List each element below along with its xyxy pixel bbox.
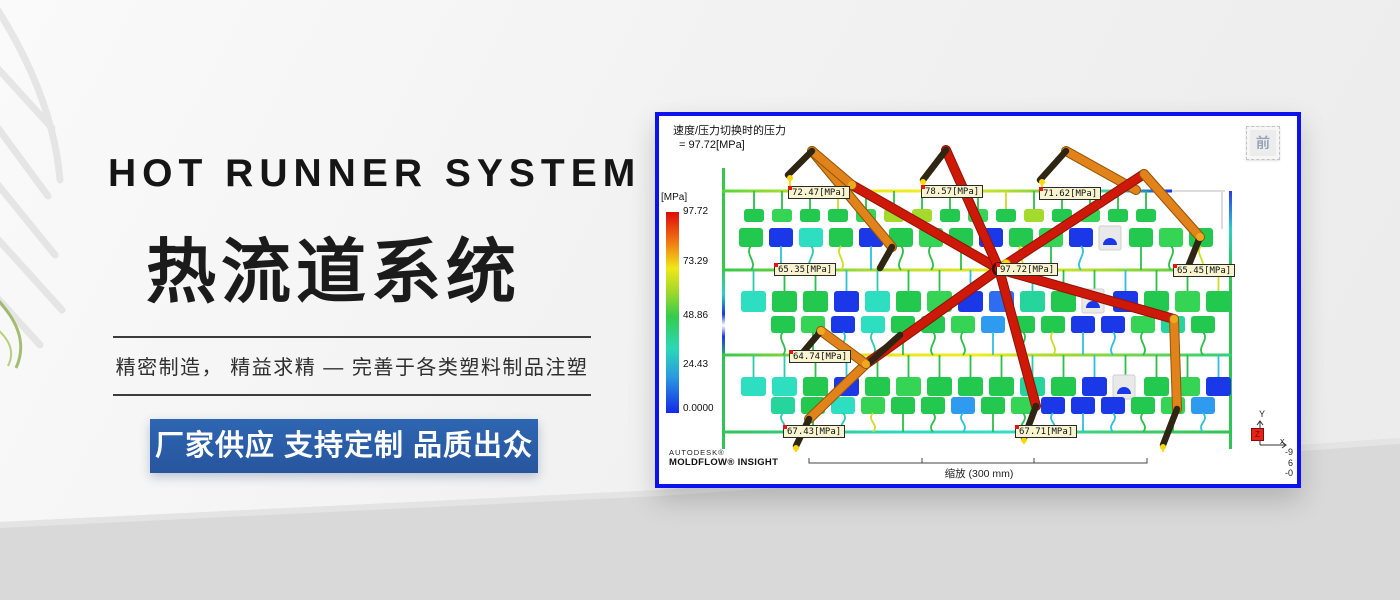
pressure-label: 78.57[MPa]: [921, 185, 984, 198]
pressure-label: 97.72[MPa]: [996, 263, 1059, 276]
moldflow-logo-text: MOLDFLOW® INSIGHT: [669, 457, 779, 468]
pressure-label: 72.47[MPa]: [788, 186, 851, 199]
legend-tick: 24.43: [683, 359, 709, 370]
legend-tick: 97.72: [683, 206, 709, 217]
cta-button[interactable]: 厂家供应 支持定制 品质出众: [150, 419, 538, 473]
moldflow-window: 速度/压力切换时的压力 = 97.72[MPa] 前 [MPa] 97.72 7…: [655, 112, 1301, 488]
result-title: 速度/压力切换时的压力 = 97.72[MPa]: [673, 124, 786, 152]
legend-tick: 73.29: [683, 256, 709, 267]
pressure-label: 67.43[MPa]: [783, 425, 846, 438]
legend-colorbar: [666, 212, 679, 413]
axis-y-label: Y: [1259, 409, 1266, 419]
scale-bar-label: 缩放 (300 mm): [944, 468, 1014, 480]
axis-z-indicator: Z: [1251, 428, 1264, 441]
legend-unit: [MPa]: [661, 192, 688, 203]
floor-edge-highlight: [0, 438, 1400, 528]
pressure-label: 65.45[MPa]: [1173, 264, 1236, 277]
axis-tick-numbers: -9 6 -0: [1271, 447, 1293, 479]
result-title-line1: 速度/压力切换时的压力: [673, 125, 787, 137]
pressure-label: 67.71[MPa]: [1015, 425, 1078, 438]
autodesk-logo-text: AUTODESK®: [669, 448, 725, 457]
hero-title-zh: 热流道系统: [146, 233, 521, 311]
pressure-label: 64.74[MPa]: [789, 350, 852, 363]
pressure-label: 65.35[MPa]: [774, 263, 837, 276]
hero-title-en: HOT RUNNER SYSTEM: [108, 152, 642, 195]
leaf-shadow-top-left: [0, 6, 66, 349]
autodesk-moldflow-logo: AUTODESK® MOLDFLOW® INSIGHT: [669, 448, 778, 468]
axis-tick: -9: [1284, 447, 1293, 457]
view-front-button[interactable]: 前: [1246, 126, 1280, 160]
hero-tagline-box: 精密制造， 精益求精 — 完善于各类塑料制品注塑: [113, 336, 591, 396]
result-title-line2: = 97.72[MPa]: [679, 139, 745, 151]
axis-tick: 6: [1287, 457, 1293, 468]
moldflow-plot-graphic: [722, 145, 1287, 464]
hero-tagline: 精密制造， 精益求精 — 完善于各类塑料制品注塑: [115, 357, 589, 379]
pressure-label: 71.62[MPa]: [1039, 187, 1102, 200]
legend-tick: 0.0000: [683, 403, 714, 414]
axis-x-label: x: [1280, 436, 1285, 446]
legend-tick: 48.86: [683, 310, 709, 321]
axis-tick: -0: [1284, 468, 1293, 478]
leaf-stem-left: [0, 300, 23, 369]
